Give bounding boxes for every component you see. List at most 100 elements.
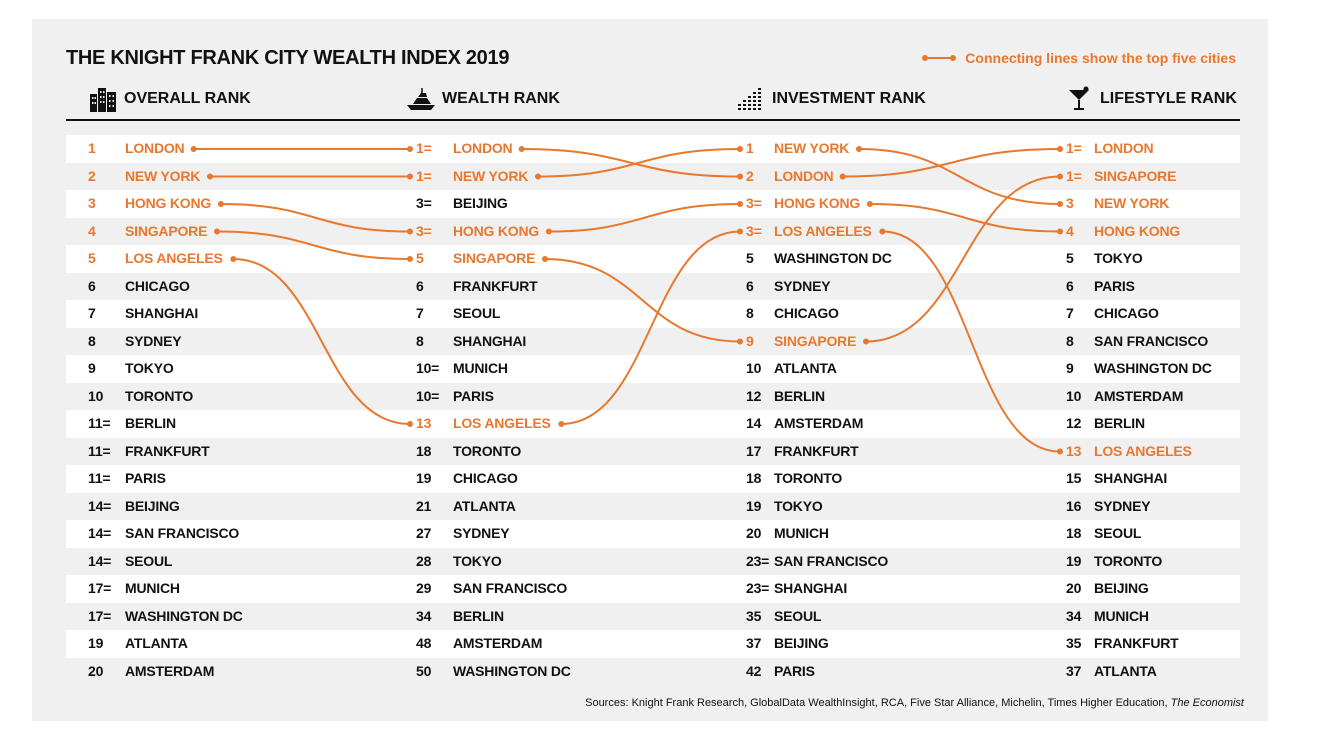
- rank-value: 7: [88, 305, 96, 322]
- city-name: BERLIN: [774, 387, 825, 404]
- city-name: SINGAPORE: [453, 250, 536, 267]
- rank-value: 7: [1066, 305, 1074, 322]
- city-name: LOS ANGELES: [1094, 442, 1192, 459]
- rank-value: 19: [88, 635, 104, 652]
- rank-value: 3: [88, 195, 96, 212]
- city-name: BEIJING: [774, 635, 829, 652]
- cocktail-glass-icon: [1064, 86, 1094, 112]
- row-band: [66, 355, 1240, 383]
- rank-value: 14=: [88, 552, 112, 569]
- city-name: SINGAPORE: [1094, 167, 1177, 184]
- col-header-lifestyle: LIFESTYLE RANK: [1064, 85, 1237, 113]
- rank-value: 37: [746, 635, 762, 652]
- legend: Connecting lines show the top five citie…: [921, 50, 1236, 66]
- city-name: WASHINGTON DC: [125, 607, 243, 624]
- row-band: [66, 630, 1240, 658]
- sources-italic: The Economist: [1170, 697, 1244, 709]
- row-band: [66, 465, 1240, 493]
- rank-value: 42: [746, 662, 762, 679]
- rank-value: 13: [1066, 442, 1082, 459]
- infographic-panel: THE KNIGHT FRANK CITY WEALTH INDEX 2019 …: [32, 19, 1268, 721]
- rank-value: 28: [416, 552, 432, 569]
- rank-value: 34: [1066, 607, 1082, 624]
- legend-line-icon: [921, 53, 957, 63]
- rank-value: 16: [1066, 497, 1082, 514]
- city-name: SHANGHAI: [1094, 470, 1168, 487]
- city-name: MUNICH: [774, 525, 829, 542]
- rank-value: 5: [746, 250, 754, 267]
- rank-value: 9: [1066, 360, 1074, 377]
- rank-value: 3=: [746, 222, 762, 239]
- city-name: BEIJING: [1094, 580, 1149, 597]
- rank-value: 18: [416, 442, 432, 459]
- city-name: WASHINGTON DC: [774, 250, 892, 267]
- city-name: SYDNEY: [774, 277, 831, 294]
- rank-value: 34: [416, 607, 432, 624]
- col-header-wealth: WEALTH RANK: [406, 85, 560, 113]
- rank-value: 1=: [416, 140, 432, 157]
- city-name: PARIS: [125, 470, 166, 487]
- city-name: TORONTO: [125, 387, 194, 404]
- rank-value: 37: [1066, 662, 1082, 679]
- rank-value: 48: [416, 635, 432, 652]
- city-name: HONG KONG: [453, 222, 540, 239]
- rank-value: 4: [1066, 222, 1074, 239]
- city-name: FRANKFURT: [1094, 635, 1179, 652]
- rank-value: 10=: [416, 387, 440, 404]
- col-header-label: WEALTH RANK: [442, 90, 560, 107]
- rank-value: 50: [416, 662, 432, 679]
- city-name: SAN FRANCISCO: [453, 580, 568, 597]
- city-name: BERLIN: [125, 415, 176, 432]
- city-name: MUNICH: [125, 580, 180, 597]
- city-name: PARIS: [1094, 277, 1135, 294]
- city-name: BEIJING: [125, 497, 180, 514]
- row-band: [66, 273, 1240, 301]
- sources-note: Sources: Knight Frank Research, GlobalDa…: [585, 697, 1244, 709]
- city-name: AMSTERDAM: [125, 662, 215, 679]
- city-name: TORONTO: [1094, 552, 1163, 569]
- row-band: [66, 548, 1240, 576]
- city-name: HONG KONG: [125, 195, 212, 212]
- city-name: WASHINGTON DC: [453, 662, 571, 679]
- city-name: ATLANTA: [125, 635, 188, 652]
- rank-value: 5: [1066, 250, 1074, 267]
- row-band: [66, 658, 1240, 686]
- city-name: LONDON: [1094, 140, 1154, 157]
- rank-value: 29: [416, 580, 432, 597]
- rank-value: 17=: [88, 580, 112, 597]
- legend-text: Connecting lines show the top five citie…: [965, 50, 1236, 66]
- rank-value: 23=: [746, 580, 770, 597]
- rank-value: 14: [746, 415, 762, 432]
- city-name: LONDON: [125, 140, 185, 157]
- rank-value: 11=: [88, 442, 111, 459]
- yacht-icon: [406, 86, 436, 112]
- rank-value: 3=: [416, 195, 432, 212]
- rank-value: 17=: [88, 607, 112, 624]
- rank-value: 8: [416, 332, 424, 349]
- city-name: SYDNEY: [1094, 497, 1151, 514]
- city-name: WASHINGTON DC: [1094, 360, 1212, 377]
- rank-value: 4: [88, 222, 96, 239]
- city-name: NEW YORK: [453, 167, 529, 184]
- city-name: TOKYO: [453, 552, 502, 569]
- city-name: NEW YORK: [1094, 195, 1170, 212]
- city-name: LONDON: [774, 167, 834, 184]
- rank-value: 6: [416, 277, 424, 294]
- rank-value: 27: [416, 525, 432, 542]
- row-band: [66, 163, 1240, 191]
- city-name: MUNICH: [453, 360, 508, 377]
- city-name: SYDNEY: [453, 525, 510, 542]
- rank-value: 3: [1066, 195, 1074, 212]
- rank-value: 8: [746, 305, 754, 322]
- city-name: NEW YORK: [125, 167, 201, 184]
- city-name: NEW YORK: [774, 140, 850, 157]
- city-name: SAN FRANCISCO: [1094, 332, 1209, 349]
- city-name: HONG KONG: [774, 195, 861, 212]
- rank-value: 10: [746, 360, 762, 377]
- city-name: ATLANTA: [774, 360, 837, 377]
- city-name: TOKYO: [1094, 250, 1143, 267]
- city-name: CHICAGO: [125, 277, 190, 294]
- city-name: SINGAPORE: [774, 332, 857, 349]
- rank-value: 1=: [416, 167, 432, 184]
- rank-value: 8: [1066, 332, 1074, 349]
